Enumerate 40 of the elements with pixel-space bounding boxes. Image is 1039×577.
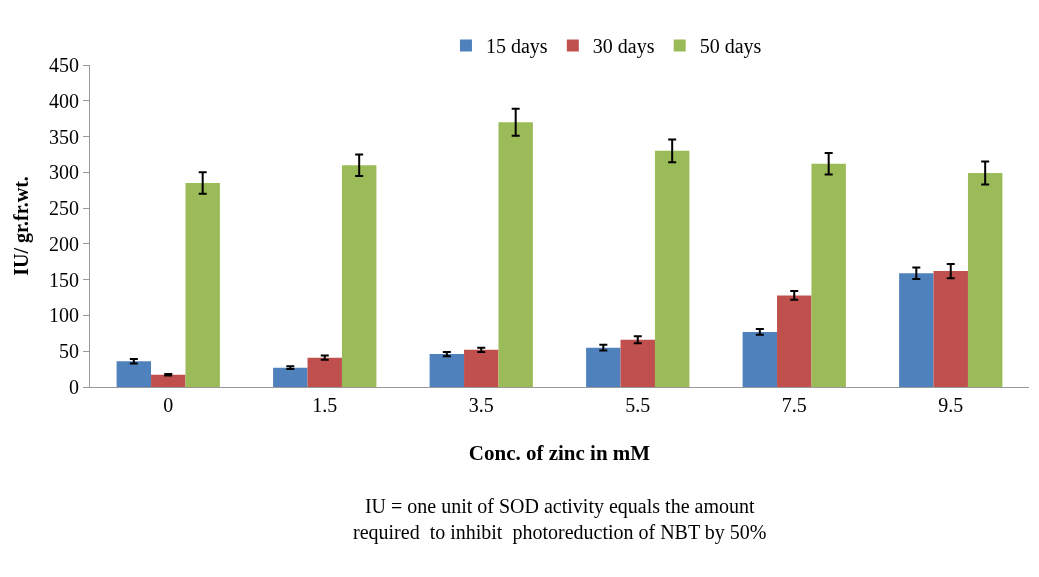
legend-label: 30 days bbox=[592, 35, 655, 59]
x-tick-label: 1.5 bbox=[312, 394, 338, 416]
bar bbox=[185, 183, 220, 387]
bar bbox=[933, 271, 968, 387]
y-tick-label: 150 bbox=[49, 268, 79, 291]
y-tick-label: 350 bbox=[49, 125, 79, 148]
y-tick-label: 50 bbox=[59, 340, 79, 363]
bar bbox=[307, 357, 342, 387]
bar bbox=[273, 367, 308, 387]
y-tick-label: 450 bbox=[49, 54, 79, 76]
legend-label: 50 days bbox=[699, 35, 762, 59]
bar bbox=[341, 165, 377, 387]
bar bbox=[742, 331, 778, 387]
bar bbox=[620, 339, 655, 387]
x-axis-title: Conc. of zinc in mM bbox=[468, 441, 651, 466]
bar bbox=[429, 354, 465, 387]
y-tick-label: 300 bbox=[49, 161, 79, 184]
y-tick-label: 200 bbox=[49, 232, 79, 255]
bar bbox=[151, 374, 186, 387]
x-tick-label: 3.5 bbox=[468, 394, 494, 416]
x-tick-label: 5.5 bbox=[625, 394, 651, 416]
bar bbox=[586, 347, 621, 387]
y-tick-label: 250 bbox=[49, 197, 79, 220]
bar bbox=[811, 163, 846, 387]
y-tick-label: 0 bbox=[69, 376, 79, 398]
bar bbox=[116, 361, 152, 387]
bar bbox=[777, 295, 812, 387]
bar bbox=[899, 273, 934, 387]
legend-label: 15 days bbox=[485, 35, 548, 59]
x-tick-label: 7.5 bbox=[781, 394, 807, 416]
y-axis-title: IU/ gr.fr.wt. bbox=[9, 176, 33, 276]
text: IU = one unit of SOD activity equals the amount required to inhibit photoreduction of NBT by 50% bbox=[353, 495, 767, 544]
y-tick-label: 100 bbox=[49, 304, 79, 327]
bar bbox=[464, 349, 499, 387]
bar bbox=[967, 173, 1003, 387]
y-tick-label: 400 bbox=[49, 89, 79, 112]
x-tick-label: 0 bbox=[163, 394, 174, 416]
bar bbox=[654, 150, 690, 387]
x-tick-label: 9.5 bbox=[938, 394, 964, 416]
bar bbox=[498, 122, 533, 387]
